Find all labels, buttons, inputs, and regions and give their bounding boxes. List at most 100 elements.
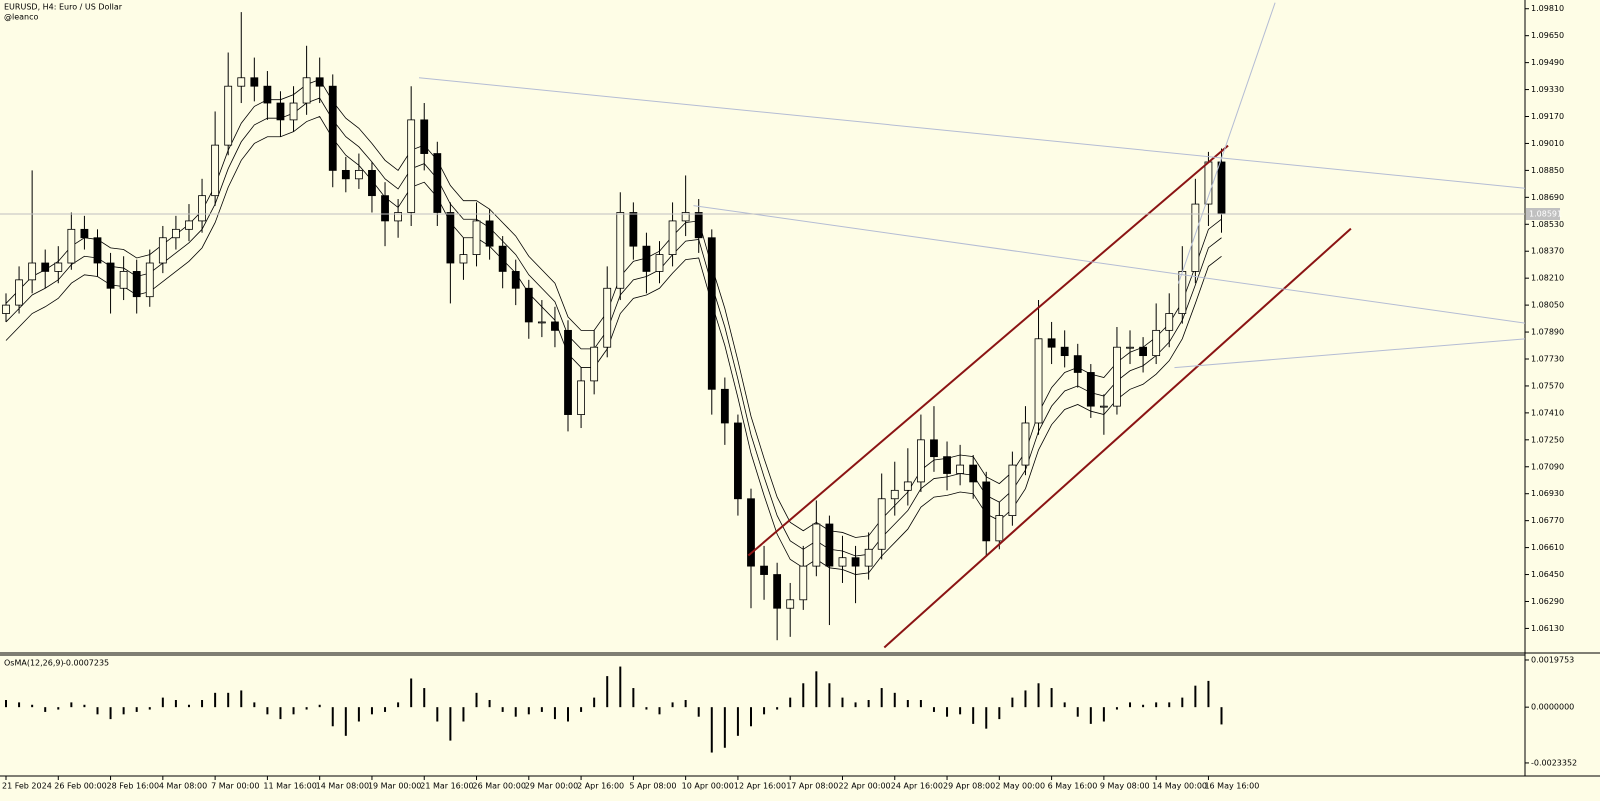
candle-body xyxy=(995,515,1004,542)
y-tick-label: 1.09330 xyxy=(1531,85,1564,94)
axes: 1.09810 1.09650 1.09490 1.09330 1.09170 1.090… xyxy=(2,4,1577,790)
x-tick-label: 22 Apr 00:00 xyxy=(838,782,890,791)
ma-line xyxy=(5,78,1222,538)
candle-body xyxy=(158,237,167,264)
candle-body xyxy=(289,102,298,121)
candle-body xyxy=(407,119,416,213)
candle-body xyxy=(185,220,193,230)
chart-title: EURUSD, H4: Euro / US Dollar xyxy=(4,3,123,12)
x-tick-label: 6 May 16:00 xyxy=(1048,782,1098,791)
candle-body xyxy=(2,304,10,314)
candle-body xyxy=(930,439,938,458)
candle-body xyxy=(524,287,533,323)
candle-body xyxy=(1191,203,1200,272)
candle-body xyxy=(564,329,572,415)
candle-body xyxy=(1139,346,1147,357)
x-tick-label: 26 Feb 00:00 xyxy=(54,782,106,791)
candle-body xyxy=(145,262,154,298)
candle-body xyxy=(890,489,899,500)
candle-body xyxy=(969,464,978,483)
indicator-pane xyxy=(5,666,1223,753)
trendline xyxy=(1174,338,1525,369)
x-tick-label: 29 Mar 00:00 xyxy=(525,782,578,791)
candle-body xyxy=(956,464,965,474)
candle-body xyxy=(1047,338,1056,348)
candle-body xyxy=(642,245,651,272)
candle-body xyxy=(472,220,481,255)
candle-body xyxy=(1178,271,1187,314)
candle-body xyxy=(250,77,259,87)
candle-body xyxy=(864,548,873,567)
candle-body xyxy=(681,212,690,222)
candle-body xyxy=(982,481,991,542)
candle-body xyxy=(707,237,716,390)
candle-body xyxy=(1113,346,1121,407)
candle-body xyxy=(903,481,912,491)
candle-body xyxy=(132,271,141,298)
candle-body xyxy=(211,144,220,197)
ma-line xyxy=(5,97,1222,557)
x-tick-label: 19 Mar 00:00 xyxy=(368,782,421,791)
y-tick-label: 1.09170 xyxy=(1531,112,1564,121)
x-tick-label: 7 Mar 00:00 xyxy=(211,782,259,791)
candle-body xyxy=(93,237,102,264)
x-tick-label: 9 May 08:00 xyxy=(1100,782,1150,791)
candle-body xyxy=(459,254,468,264)
candle-body xyxy=(1073,355,1082,373)
trendline xyxy=(418,77,1525,189)
trendline xyxy=(693,205,1525,324)
candle-body xyxy=(263,85,272,104)
y-tick-label: 1.08210 xyxy=(1531,274,1564,283)
y-tick-label: 1.07570 xyxy=(1531,381,1564,390)
x-tick-label: 11 Mar 16:00 xyxy=(263,782,316,791)
main-pane xyxy=(0,2,1525,649)
indicator-label: OsMA(12,26,9) xyxy=(4,659,64,668)
candle-body xyxy=(551,321,559,331)
candle-body xyxy=(341,169,350,180)
candle-body xyxy=(511,271,520,289)
candle-body xyxy=(1099,405,1108,408)
candle-body xyxy=(838,557,847,567)
candle-body xyxy=(720,388,729,424)
candle-body xyxy=(224,85,233,146)
y-tick-label: 1.07730 xyxy=(1531,354,1564,363)
candle-body xyxy=(943,456,951,474)
candle-body xyxy=(1152,329,1161,357)
candle-body xyxy=(446,212,455,264)
candle-body xyxy=(1034,338,1043,424)
y-tick-label: 1.07250 xyxy=(1531,435,1564,444)
price-label: 1.08591 xyxy=(1529,210,1562,219)
candle-body xyxy=(1021,422,1030,466)
candle-body xyxy=(368,169,376,197)
candle-body xyxy=(747,498,755,567)
candle-body xyxy=(315,77,324,87)
candle-body xyxy=(498,245,507,272)
candle-body xyxy=(1060,346,1069,357)
candle-body xyxy=(1165,313,1174,331)
x-tick-label: 14 May 00:00 xyxy=(1152,782,1207,791)
candle-body xyxy=(799,565,808,601)
candle-body xyxy=(851,557,860,567)
candle-body xyxy=(668,220,677,255)
candle-body xyxy=(537,321,546,324)
y-tick-label: 1.07410 xyxy=(1531,408,1564,417)
trendline xyxy=(883,227,1352,649)
candle-body xyxy=(67,228,76,264)
x-tick-label: 2 May 00:00 xyxy=(995,782,1045,791)
x-tick-label: 29 Apr 08:00 xyxy=(943,782,995,791)
candle-body xyxy=(80,228,89,239)
ma-line xyxy=(5,116,1222,575)
x-tick-label: 17 Apr 08:00 xyxy=(786,782,838,791)
candle-body xyxy=(603,287,612,348)
y-tick-label: 0.0000000 xyxy=(1531,703,1574,712)
candle-body xyxy=(694,212,703,239)
candle-body xyxy=(1217,161,1226,215)
candle-body xyxy=(106,262,115,289)
candle-body xyxy=(825,523,834,567)
y-tick-label: 1.09010 xyxy=(1531,139,1564,148)
candle-body xyxy=(485,220,494,247)
y-tick-label: 1.06450 xyxy=(1531,570,1564,579)
candle-body xyxy=(41,262,50,272)
